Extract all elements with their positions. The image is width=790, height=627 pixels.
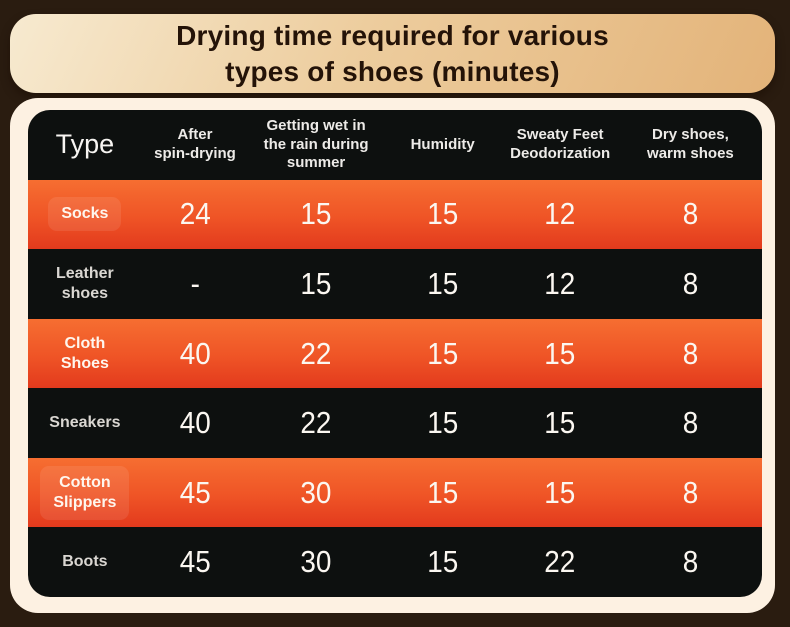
value-cell: 15: [427, 474, 459, 510]
column-header-sweaty-feet: Sweaty Feet Deodorization: [510, 126, 611, 162]
drying-time-table: Type After spin-drying Getting wet in th…: [28, 110, 762, 597]
value-cell: 30: [300, 544, 332, 580]
table-row-cotton-slippers: Cotton Slippers 45 30 15 15 8: [28, 457, 762, 528]
page-title: Drying time required for various types o…: [176, 19, 609, 87]
table-header-row: Type After spin-drying Getting wet in th…: [28, 110, 762, 180]
row-label-cell: Leather shoes: [28, 249, 142, 319]
row-label-cell: Socks: [28, 180, 142, 250]
value-cell: 8: [682, 405, 699, 441]
value-cell: 40: [179, 335, 211, 371]
value-cell: 15: [427, 335, 459, 371]
row-label-cell: Boots: [28, 527, 142, 597]
value-cell: 24: [179, 196, 211, 232]
value-cell: 15: [300, 265, 332, 301]
row-label-cell: Sneakers: [28, 388, 142, 458]
value-cell: 15: [544, 405, 576, 441]
table-row-sneakers: Sneakers 40 22 15 15 8: [28, 388, 762, 458]
value-cell: 8: [682, 196, 699, 232]
column-header-dry-warm: Dry shoes, warm shoes: [647, 126, 734, 162]
value-cell: 45: [179, 544, 211, 580]
value-cell: 15: [300, 196, 332, 232]
value-cell: 15: [544, 335, 576, 371]
value-cell: 22: [544, 544, 576, 580]
row-label: Leather shoes: [55, 264, 114, 302]
row-label: Cloth Shoes: [60, 334, 109, 372]
value-cell: 15: [544, 474, 576, 510]
row-label: Boots: [62, 553, 108, 571]
row-label: Cotton Slippers: [40, 465, 130, 520]
value-cell: 15: [427, 405, 459, 441]
value-cell: -: [190, 265, 200, 301]
row-label-cell: Cloth Shoes: [28, 319, 142, 389]
value-cell: 12: [544, 265, 576, 301]
table-row-socks: Socks 24 15 15 12 8: [28, 179, 762, 250]
value-cell: 22: [300, 335, 332, 371]
title-panel: Drying time required for various types o…: [10, 14, 775, 93]
value-cell: 8: [682, 544, 699, 580]
value-cell: 22: [300, 405, 332, 441]
table-panel: Type After spin-drying Getting wet in th…: [10, 98, 775, 613]
column-header-rain-summer: Getting wet in the rain during summer: [263, 117, 369, 171]
row-label: Socks: [48, 197, 122, 232]
column-header-spin-drying: After spin-drying: [154, 126, 236, 162]
table-row-boots: Boots 45 30 15 22 8: [28, 527, 762, 597]
value-cell: 8: [682, 265, 699, 301]
value-cell: 15: [427, 544, 459, 580]
column-header-type: Type: [55, 129, 115, 160]
table-row-cloth-shoes: Cloth Shoes 40 22 15 15 8: [28, 318, 762, 389]
column-header-humidity: Humidity: [410, 135, 475, 153]
value-cell: 8: [682, 335, 699, 371]
row-label-cell: Cotton Slippers: [28, 458, 142, 528]
value-cell: 8: [682, 474, 699, 510]
value-cell: 12: [544, 196, 576, 232]
row-label: Sneakers: [49, 414, 121, 432]
value-cell: 30: [300, 474, 332, 510]
value-cell: 15: [427, 265, 459, 301]
value-cell: 15: [427, 196, 459, 232]
table-row-leather-shoes: Leather shoes - 15 15 12 8: [28, 249, 762, 319]
value-cell: 40: [179, 405, 211, 441]
value-cell: 45: [179, 474, 211, 510]
